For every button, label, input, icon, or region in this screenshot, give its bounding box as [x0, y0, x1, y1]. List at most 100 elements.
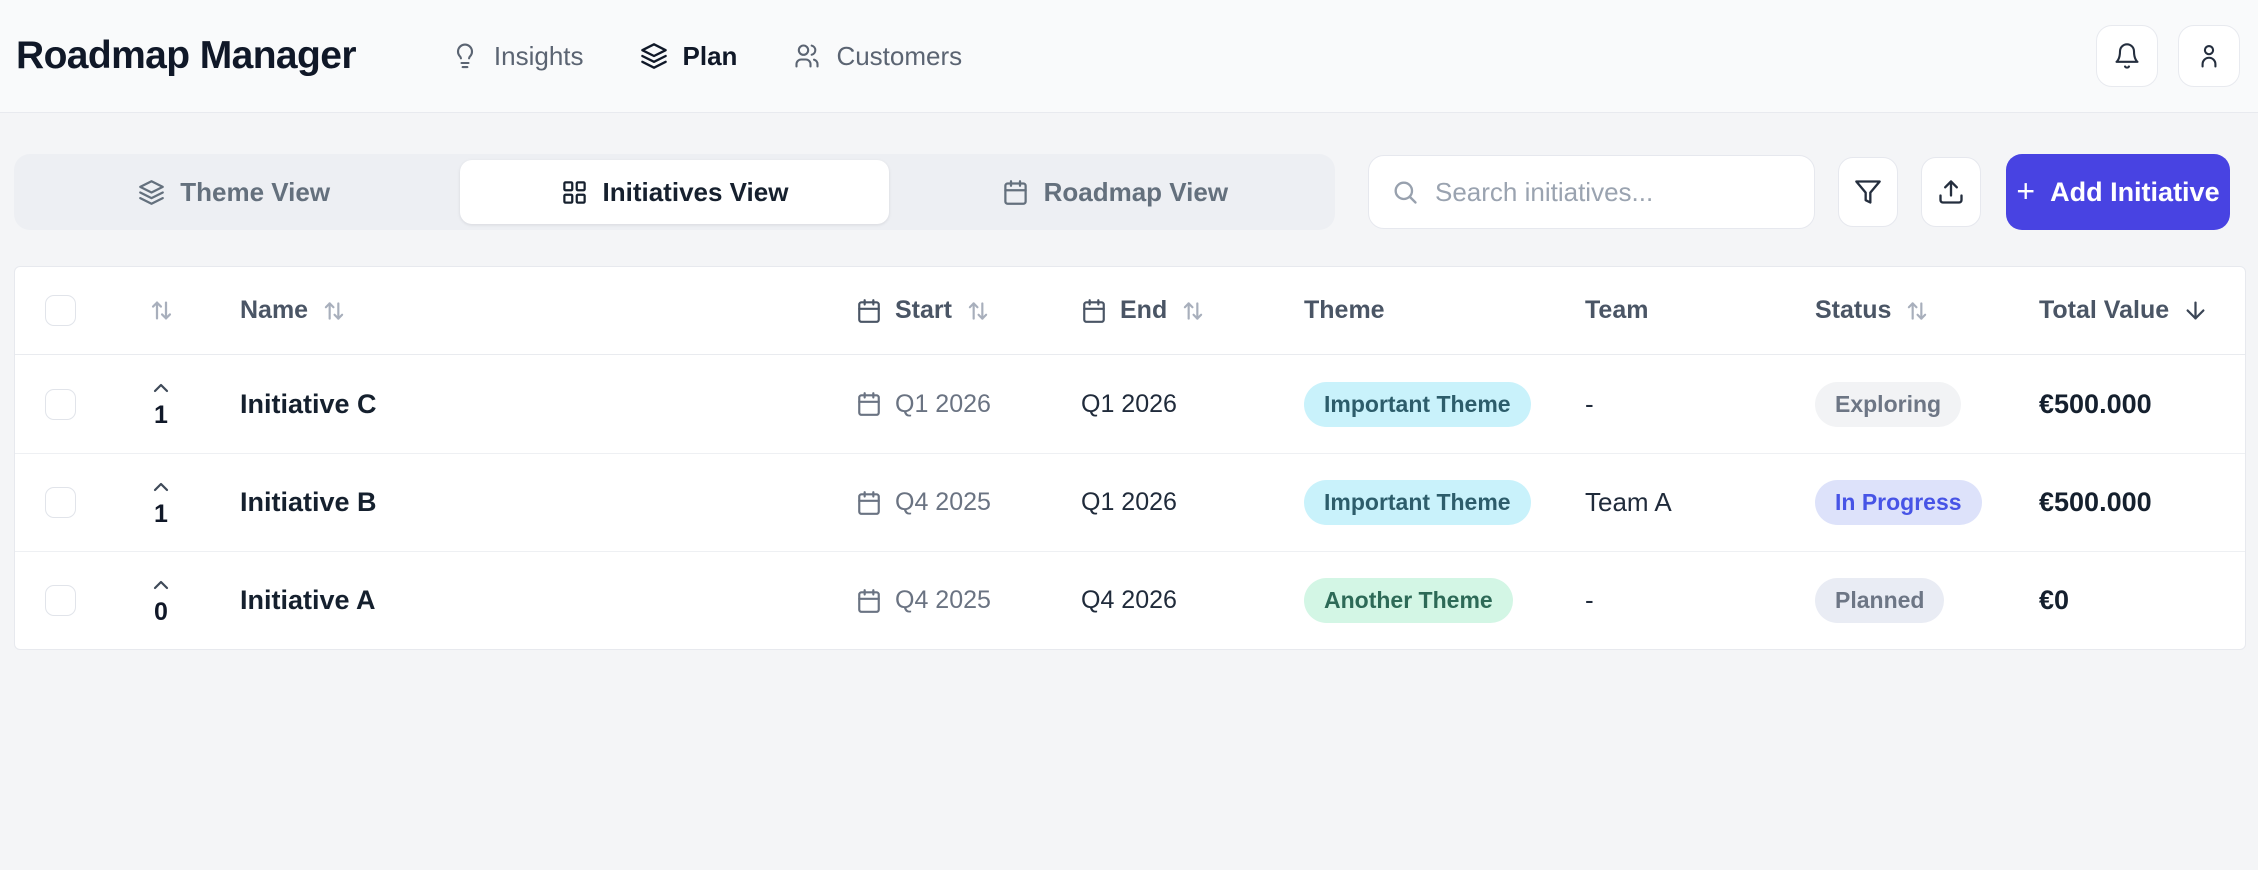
header-theme: Theme	[1304, 296, 1385, 324]
calendar-icon	[856, 298, 882, 324]
header-end[interactable]: End	[1052, 296, 1275, 325]
search-icon	[1391, 178, 1419, 206]
start-date-label: Q4 2025	[895, 586, 991, 614]
start-date: Q4 2025	[827, 586, 1052, 615]
sort-arrows-icon	[321, 298, 347, 324]
team-name: Team A	[1585, 487, 1672, 517]
move-up-button[interactable]	[149, 477, 173, 499]
start-date-label: Q1 2026	[895, 389, 991, 418]
profile-button[interactable]	[2178, 25, 2240, 87]
status-badge: Exploring	[1815, 381, 1962, 427]
row-checkbox[interactable]	[45, 388, 76, 420]
row-select	[15, 388, 111, 420]
nav-item-customers[interactable]: Customers	[793, 41, 962, 72]
order-number: 1	[154, 499, 168, 528]
header-select	[15, 295, 111, 326]
arrow-down-icon	[2182, 297, 2209, 324]
total-value: €0	[2039, 585, 2070, 615]
team-name: -	[1585, 388, 1594, 419]
filter-button[interactable]	[1838, 157, 1898, 227]
start-date: Q1 2026	[827, 390, 1052, 419]
add-initiative-button[interactable]: + Add Initiative	[2006, 154, 2230, 230]
header-team: Team	[1585, 296, 1649, 324]
order-number: 0	[154, 597, 168, 626]
export-button[interactable]	[1921, 157, 1981, 227]
header-status[interactable]: Status	[1786, 296, 2010, 325]
header-start[interactable]: Start	[827, 296, 1052, 325]
main-nav: Insights Plan Customers	[451, 41, 962, 72]
sort-arrows-icon	[1180, 298, 1206, 324]
upload-icon	[1937, 178, 1965, 206]
theme-cell: Important Theme	[1275, 381, 1556, 427]
move-up-button[interactable]	[149, 378, 173, 400]
sort-arrows-icon	[148, 297, 175, 324]
row-checkbox[interactable]	[45, 487, 76, 518]
end-date: Q1 2026	[1081, 389, 1177, 418]
row-order: 1	[111, 477, 211, 529]
team-name: -	[1585, 585, 1594, 615]
status-cell: In Progress	[1786, 480, 2010, 525]
order-number: 1	[154, 401, 168, 429]
toolbar: Theme View Initiatives View Roadmap View	[14, 154, 2246, 230]
sort-arrows-icon	[965, 298, 991, 324]
bell-icon	[2113, 42, 2141, 70]
calendar-icon	[856, 490, 882, 516]
theme-badge: Another Theme	[1304, 578, 1513, 623]
search-box	[1368, 155, 1815, 229]
move-up-button[interactable]	[149, 575, 173, 597]
nav-item-plan[interactable]: Plan	[640, 41, 737, 72]
tab-label: Initiatives View	[602, 176, 789, 207]
header-total-value[interactable]: Total Value	[2010, 296, 2245, 325]
row-select	[15, 585, 111, 616]
start-date: Q4 2025	[827, 488, 1052, 517]
table-header-row: Name Start End Theme	[15, 267, 2245, 355]
row-checkbox[interactable]	[45, 585, 76, 616]
notifications-button[interactable]	[2096, 25, 2158, 87]
end-date: Q4 2026	[1081, 586, 1177, 614]
nav-item-label: Customers	[836, 40, 963, 71]
app-title: Roadmap Manager	[16, 34, 357, 77]
calendar-icon	[1002, 179, 1029, 206]
status-badge: In Progress	[1815, 480, 1982, 525]
header-order-sort[interactable]	[111, 297, 211, 324]
filter-icon	[1854, 178, 1882, 206]
search-input[interactable]	[1435, 176, 1792, 208]
status-badge: Planned	[1815, 578, 1945, 623]
row-select	[15, 487, 111, 518]
table-row[interactable]: 1 Initiative C Q1 2026 Q1 2026 Important…	[15, 355, 2245, 453]
initiative-name: Initiative B	[240, 487, 377, 517]
calendar-icon	[856, 391, 882, 417]
tab-initiatives-view[interactable]: Initiatives View	[460, 160, 889, 224]
add-initiative-label: Add Initiative	[2050, 176, 2220, 207]
users-icon	[793, 42, 821, 70]
grid-icon	[561, 179, 588, 206]
tab-roadmap-view[interactable]: Roadmap View	[901, 160, 1329, 224]
sort-arrows-icon	[1904, 298, 1930, 324]
nav-item-label: Insights	[493, 40, 584, 71]
topbar: Roadmap Manager Insights Plan Customers	[0, 0, 2258, 113]
tab-label: Roadmap View	[1043, 176, 1229, 207]
tab-label: Theme View	[180, 176, 331, 207]
table-row[interactable]: 1 Initiative B Q4 2025 Q1 2026 Important…	[15, 453, 2245, 551]
layers-icon	[640, 42, 668, 70]
header-name[interactable]: Name	[211, 296, 827, 325]
total-value: €500.000	[2039, 487, 2152, 517]
row-order: 1	[111, 378, 211, 430]
nav-item-insights[interactable]: Insights	[451, 41, 584, 72]
initiative-name: Initiative A	[240, 585, 376, 615]
initiative-name: Initiative C	[240, 388, 377, 419]
plus-icon: +	[2016, 172, 2036, 209]
status-cell: Planned	[1786, 578, 2010, 623]
theme-cell: Another Theme	[1275, 578, 1556, 623]
select-all-checkbox[interactable]	[45, 295, 76, 326]
start-date-label: Q4 2025	[895, 488, 991, 516]
calendar-icon	[1081, 298, 1107, 324]
table-row[interactable]: 0 Initiative A Q4 2025 Q4 2026 Another T…	[15, 551, 2245, 649]
row-order: 0	[111, 575, 211, 627]
theme-badge: Important Theme	[1304, 381, 1531, 427]
layers-icon	[138, 179, 165, 206]
view-tabs: Theme View Initiatives View Roadmap View	[14, 154, 1335, 230]
end-date: Q1 2026	[1081, 488, 1177, 516]
tab-theme-view[interactable]: Theme View	[20, 160, 448, 224]
status-cell: Exploring	[1786, 381, 2010, 427]
